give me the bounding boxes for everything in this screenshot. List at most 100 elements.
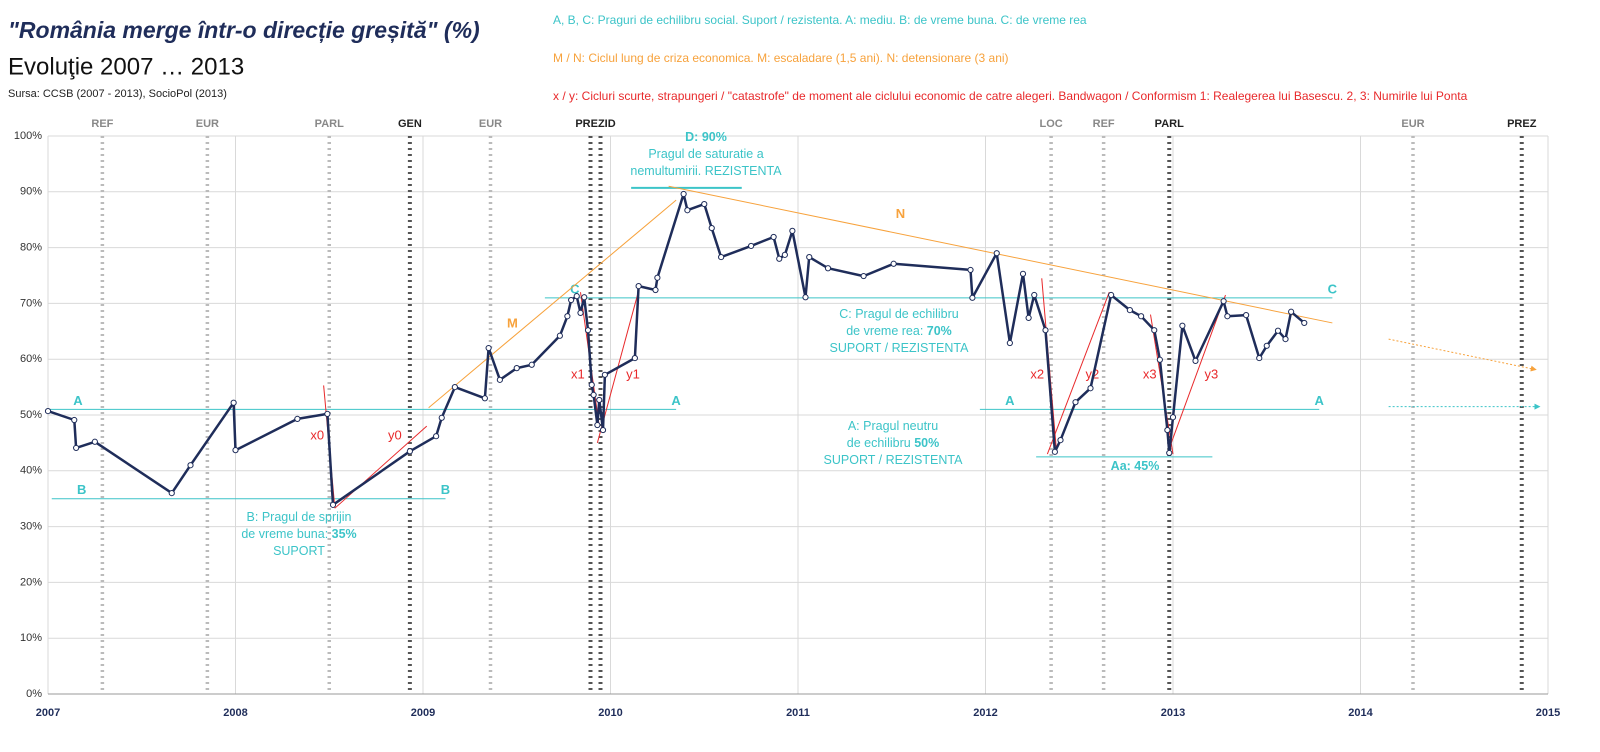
annotation-part: nemultumirii. REZISTENTA [630, 164, 782, 178]
data-point [187, 462, 194, 469]
annotation-part: Pragul de saturatie a [648, 147, 763, 161]
data-point [1164, 426, 1171, 434]
data-point [1019, 270, 1027, 277]
trend-label: y1 [626, 366, 640, 381]
data-point [789, 227, 796, 234]
data-point [596, 396, 603, 404]
data-point [718, 253, 725, 261]
event-label: EUR [196, 118, 219, 130]
y-tick-label: 10% [20, 632, 42, 644]
data-point [581, 294, 588, 301]
data-point [890, 260, 897, 267]
data-point [993, 250, 1000, 257]
note: A, B, C: Praguri de echilibru social. Su… [553, 13, 1087, 27]
annotation: A: Pragul neutru [848, 419, 938, 433]
data-point [701, 200, 708, 208]
annotation-part: de echilibru [847, 436, 914, 450]
data-point [1263, 342, 1270, 349]
data-point [776, 255, 783, 262]
data-point [573, 293, 580, 300]
annotation-part: A: Pragul neutru [848, 419, 938, 433]
annotation: D: 90% [685, 130, 727, 144]
data-point [781, 251, 788, 258]
annotation-part: 35% [332, 527, 357, 541]
data-point [1256, 354, 1263, 362]
data-point [1126, 306, 1133, 314]
data-point [635, 283, 642, 290]
data-point [406, 448, 413, 455]
data-point [680, 190, 687, 198]
data-point [329, 501, 337, 508]
trend-label: M [507, 315, 518, 330]
threshold-label: A [1315, 393, 1325, 408]
x-tick-label: 2012 [973, 707, 997, 719]
annotation: C: Pragul de echilibru [839, 307, 959, 321]
data-point [1025, 314, 1032, 322]
y-tick-label: 100% [14, 130, 42, 142]
data-point [564, 313, 571, 320]
data-point [652, 286, 659, 294]
data-point [802, 294, 809, 301]
event-label: EUR [479, 118, 502, 130]
data-point [481, 395, 488, 402]
event-label: LOC [1040, 118, 1063, 130]
data-point [708, 224, 715, 232]
annotation-part: 70% [927, 324, 952, 338]
data-point [91, 438, 98, 445]
data-point [513, 365, 520, 372]
x-tick-label: 2013 [1161, 707, 1185, 719]
y-tick-label: 90% [20, 186, 42, 198]
source: Sursa: CCSB (2007 - 2013), SocioPol (201… [8, 88, 227, 100]
data-point [528, 361, 535, 368]
annotation: B: Pragul de sprijin [247, 510, 352, 524]
x-tick-label: 2014 [1348, 707, 1373, 719]
y-tick-label: 20% [20, 576, 42, 588]
event-label: PARL [315, 118, 344, 130]
data-point [1057, 437, 1064, 444]
trend-label: x2 [1030, 366, 1044, 381]
threshold-label: A [1005, 393, 1015, 408]
data-point [588, 381, 595, 388]
data-point [451, 384, 458, 391]
annotation: nemultumirii. REZISTENTA [630, 164, 782, 178]
data-point [1151, 327, 1158, 334]
trend-label: x0 [310, 427, 324, 442]
data-point [230, 399, 237, 406]
data-point [654, 274, 661, 281]
data-point [1288, 308, 1295, 315]
event-label: REF [1093, 118, 1115, 130]
data-point [1243, 312, 1250, 319]
x-tick-label: 2011 [786, 707, 810, 719]
chart-subtitle: Evoluţie 2007 … 2013 [8, 53, 244, 80]
annotation: Aa: 45% [1111, 459, 1160, 473]
annotation-part: 50% [914, 436, 939, 450]
chart-title: "România merge într-o direcție greșită" … [8, 17, 480, 43]
series-line [47, 192, 1306, 507]
annotation-part: de vreme rea: [846, 324, 927, 338]
annotation-part: SUPORT / REZISTENTA [824, 453, 964, 467]
trend-label: x3 [1143, 366, 1157, 381]
data-point [496, 376, 503, 383]
threshold-label: C [1328, 281, 1338, 296]
annotation-part: D: 90% [685, 130, 727, 144]
annotation-part: Aa: 45% [1111, 459, 1160, 473]
x-tick-label: 2007 [36, 707, 60, 719]
event-label: EUR [1401, 118, 1424, 130]
data-point [294, 415, 301, 423]
annotation-part: C: Pragul de echilibru [839, 307, 959, 321]
data-point [748, 242, 755, 250]
data-point [969, 294, 976, 301]
data-point [1282, 336, 1289, 343]
data-point [684, 207, 691, 214]
trend-line [1168, 294, 1226, 449]
threshold-label: A [73, 393, 83, 408]
data-point [433, 433, 440, 440]
event-label: REF [91, 118, 113, 130]
data-point [556, 332, 563, 339]
data-point [568, 296, 575, 304]
data-point [631, 354, 638, 362]
data-point [1072, 399, 1079, 406]
threshold-label: C [570, 281, 580, 296]
annotation: de echilibru 50% [847, 436, 939, 450]
